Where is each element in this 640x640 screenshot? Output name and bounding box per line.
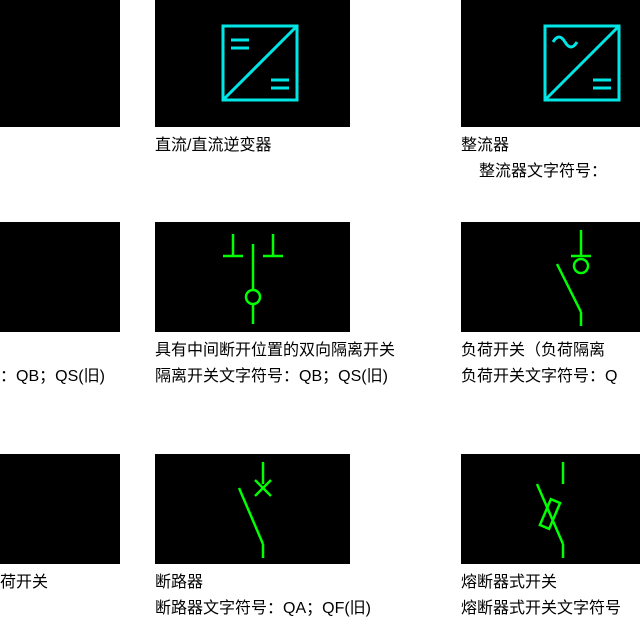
cell-r2c3: 负荷开关（负荷隔离 负荷开关文字符号：Q bbox=[461, 222, 640, 389]
cell-r2c2: 具有中间断开位置的双向隔离开关 隔离开关文字符号：QB；QS(旧) bbox=[155, 222, 395, 389]
cell-r3c3: 熔断器式开关 熔断器式开关文字符号 bbox=[461, 454, 640, 621]
sublabel-load-switch: 负荷开关文字符号：Q bbox=[461, 366, 640, 388]
symbol-load-switch bbox=[461, 222, 640, 332]
symbol-empty bbox=[0, 0, 120, 127]
symbol-circuit-breaker bbox=[155, 454, 350, 564]
cell-r1c3: 整流器 整流器文字符号： bbox=[461, 0, 640, 184]
sublabel-fuse-switch: 熔断器式开关文字符号 bbox=[461, 598, 640, 620]
sublabel-circuit-breaker: 断路器文字符号：QA；QF(旧) bbox=[155, 598, 371, 620]
sublabel-rectifier: 整流器文字符号： bbox=[479, 161, 640, 183]
sublabel-r2c1: ：QB；QS(旧) bbox=[0, 366, 120, 388]
symbol-double-isolating-switch bbox=[155, 222, 350, 332]
sublabel-double-isolating-switch: 隔离开关文字符号：QB；QS(旧) bbox=[155, 366, 395, 388]
symbol-dc-dc-inverter bbox=[155, 0, 350, 127]
cell-r2c1: ：QB；QS(旧) bbox=[0, 222, 120, 389]
cell-r3c1: 荷开关 bbox=[0, 454, 120, 594]
symbol-r3c1 bbox=[0, 454, 120, 564]
label-r2c1 bbox=[0, 340, 120, 362]
label-fuse-switch: 熔断器式开关 bbox=[461, 572, 640, 594]
symbol-r2c1 bbox=[0, 222, 120, 332]
label-rectifier: 整流器 bbox=[461, 135, 640, 157]
cell-r1c2: 直流/直流逆变器 bbox=[155, 0, 350, 157]
label-double-isolating-switch: 具有中间断开位置的双向隔离开关 bbox=[155, 340, 395, 362]
symbol-rectifier bbox=[461, 0, 640, 127]
cell-r1c1 bbox=[0, 0, 120, 127]
cell-r3c2: 断路器 断路器文字符号：QA；QF(旧) bbox=[155, 454, 371, 621]
label-r3c1: 荷开关 bbox=[0, 572, 120, 594]
label-load-switch: 负荷开关（负荷隔离 bbox=[461, 340, 640, 362]
label-circuit-breaker: 断路器 bbox=[155, 572, 371, 594]
label-dc-dc-inverter: 直流/直流逆变器 bbox=[155, 135, 350, 157]
symbol-fuse-switch bbox=[461, 454, 640, 564]
